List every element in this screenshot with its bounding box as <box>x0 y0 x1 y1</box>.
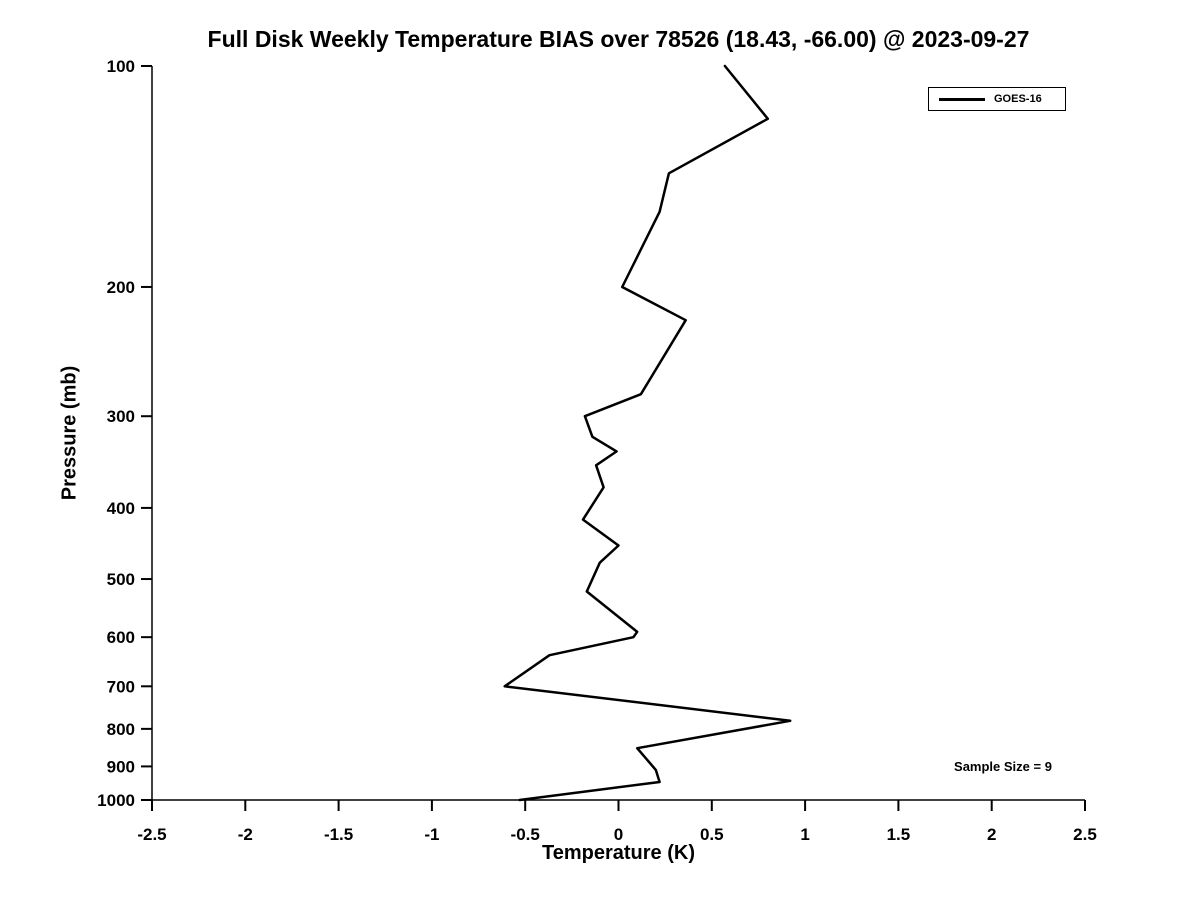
x-tick-label: -1 <box>424 825 439 844</box>
x-tick-label: 1 <box>800 825 809 844</box>
legend: GOES-16 <box>928 87 1066 111</box>
chart-title: Full Disk Weekly Temperature BIAS over 7… <box>207 26 1030 52</box>
y-tick-label: 300 <box>107 407 135 426</box>
x-tick-label: -2 <box>238 825 253 844</box>
legend-label-goes16: GOES-16 <box>994 93 1042 105</box>
y-tick-label: 500 <box>107 570 135 589</box>
x-tick-label: -0.5 <box>511 825 540 844</box>
x-tick-label: 2.5 <box>1073 825 1097 844</box>
legend-line-sample-goes16 <box>939 97 985 101</box>
x-tick-label: -2.5 <box>137 825 166 844</box>
y-tick-label: 700 <box>107 677 135 696</box>
y-tick-label: 800 <box>107 720 135 739</box>
y-tick-label: 200 <box>107 278 135 297</box>
y-tick-label: 900 <box>107 757 135 776</box>
y-tick-label: 600 <box>107 628 135 647</box>
x-tick-label: 0 <box>614 825 623 844</box>
x-axis-label: Temperature (K) <box>542 842 695 864</box>
x-tick-label: 0.5 <box>700 825 724 844</box>
axis-spines <box>151 66 1085 801</box>
y-tick-label: 1000 <box>97 791 135 810</box>
y-tick-label: 100 <box>107 57 135 76</box>
series-line-goes-16 <box>503 64 792 802</box>
x-tick-label: 2 <box>987 825 996 844</box>
sample-size-annotation: Sample Size = 9 <box>954 759 1052 774</box>
x-tick-label: -1.5 <box>324 825 353 844</box>
y-tick-label: 400 <box>107 499 135 518</box>
x-tick-label: 1.5 <box>887 825 911 844</box>
